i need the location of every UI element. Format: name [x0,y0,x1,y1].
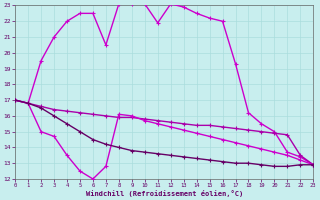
X-axis label: Windchill (Refroidissement éolien,°C): Windchill (Refroidissement éolien,°C) [85,190,243,197]
